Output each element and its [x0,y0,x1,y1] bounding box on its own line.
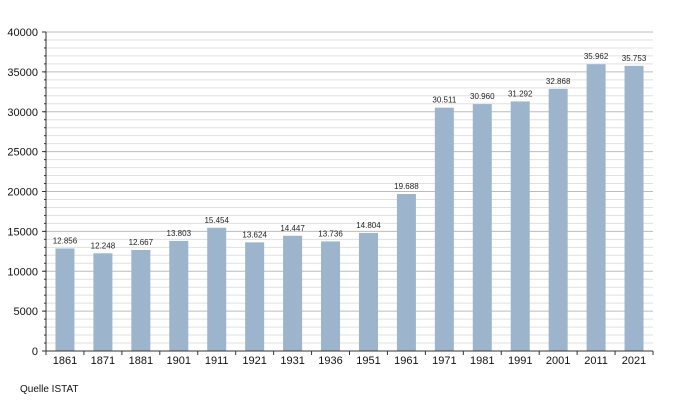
y-tick-label: 5000 [14,306,38,318]
x-tick-label: 2011 [584,355,608,367]
bar [548,88,568,352]
data-label: 13.803 [167,229,192,238]
data-label: 13.736 [318,229,343,238]
bar [396,193,416,351]
x-tick-label: 1931 [280,355,304,367]
x-tick-label: 2021 [622,355,646,367]
axes: 0 5000 10000 15000 20000 25000 30000 35000 40000… [7,27,654,367]
data-label: 14.447 [280,224,305,233]
bar [169,240,189,351]
bar [358,232,378,351]
bars [55,64,644,352]
data-label: 12.856 [53,236,78,245]
x-tick-label: 1911 [205,355,229,367]
y-tick-label: 30000 [7,107,38,119]
source-note: Quelle ISTAT [20,384,79,395]
data-label: 15.454 [204,216,229,225]
bar [434,107,454,351]
bar [624,65,644,352]
data-label: 12.667 [129,238,154,247]
data-label: 31.292 [508,89,533,98]
data-label: 35.753 [622,54,647,63]
y-tick-label: 35000 [7,67,38,79]
data-label: 12.248 [91,241,116,250]
data-label: 13.624 [242,230,267,239]
y-tick-label: 0 [32,346,38,358]
data-label: 35.962 [584,52,609,61]
y-tick-label: 15000 [7,226,38,238]
x-tick-label: 2001 [546,355,570,367]
bar [283,235,303,351]
x-tick-label: 1961 [394,355,418,367]
data-label: 30.511 [432,96,456,105]
x-tick-label: 1991 [508,355,532,367]
bar [510,101,530,352]
data-label: 14.804 [356,221,381,230]
x-tick-label: 1861 [53,355,77,367]
bar [93,253,113,351]
bar [586,64,606,351]
data-labels: 12.856 12.248 12.667 13.803 15.454 13.624 14.4… [53,52,647,250]
bar [472,104,492,352]
data-label: 30.960 [470,92,495,101]
y-tick-label: 10000 [7,266,38,278]
x-tick-label: 1951 [356,355,380,367]
bar [55,248,75,351]
y-tick-label: 40000 [7,27,38,39]
y-tick-label: 25000 [7,147,38,159]
x-tick-label: 1936 [318,355,342,367]
x-tick-label: 1881 [129,355,153,367]
x-tick-label: 1971 [432,355,456,367]
bar [245,242,265,351]
x-tick-label: 1901 [167,355,191,367]
y-tick-label: 20000 [7,187,38,199]
bar [131,249,151,351]
x-tick-label: 1921 [242,355,266,367]
data-label: 19.688 [394,182,419,191]
data-label: 32.868 [546,77,571,86]
x-tick-label: 1981 [470,355,494,367]
bar [321,241,341,351]
bar [207,227,227,351]
x-tick-label: 1871 [91,355,115,367]
